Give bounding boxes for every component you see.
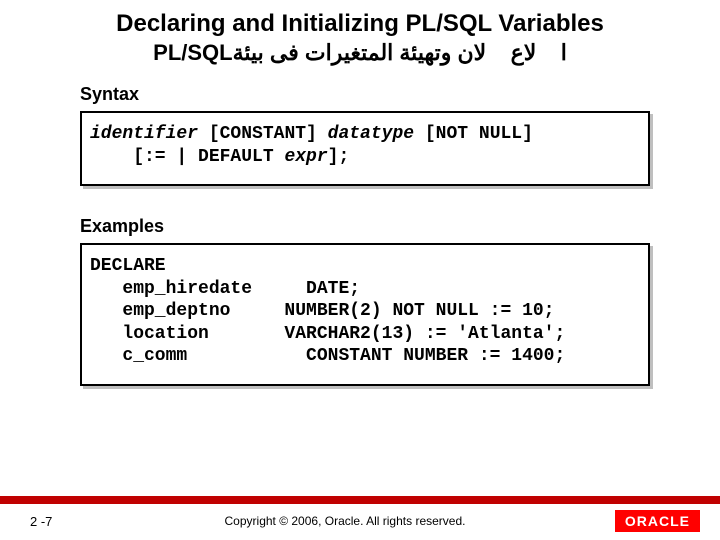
examples-box: DECLARE emp_hiredate DATE; emp_deptno NU…	[80, 243, 650, 386]
syntax-line-1: identifier [CONSTANT] datatype [NOT NULL…	[90, 123, 640, 146]
oracle-logo: ORACLE	[615, 510, 700, 532]
footer: 2 -7 Copyright © 2006, Oracle. All right…	[0, 496, 720, 540]
content-area: Syntax identifier [CONSTANT] datatype [N…	[0, 66, 720, 386]
title-arabic: ا لاع لان وتهيئة المتغيرات فى بيئةPL/SQL	[40, 40, 680, 66]
syntax-datatype: datatype	[328, 124, 414, 144]
syntax-notnull: [NOT NULL]	[414, 124, 533, 144]
syntax-label: Syntax	[80, 84, 650, 105]
footer-row: 2 -7 Copyright © 2006, Oracle. All right…	[0, 504, 720, 540]
page-number: 2 -7	[30, 514, 110, 529]
example-line-3: emp_deptno NUMBER(2) NOT NULL := 10;	[90, 300, 640, 323]
logo-area: ORACLE	[580, 510, 700, 532]
syntax-prefix: [:= | DEFAULT	[90, 147, 284, 167]
title-english: Declaring and Initializing PL/SQL Variab…	[40, 10, 680, 38]
syntax-line-2: [:= | DEFAULT expr];	[90, 146, 640, 169]
syntax-identifier: identifier	[90, 124, 198, 144]
syntax-suffix: ];	[328, 147, 350, 167]
syntax-box: identifier [CONSTANT] datatype [NOT NULL…	[80, 111, 650, 186]
example-line-2: emp_hiredate DATE;	[90, 278, 640, 301]
example-line-4: location VARCHAR2(13) := 'Atlanta';	[90, 323, 640, 346]
slide: Declaring and Initializing PL/SQL Variab…	[0, 0, 720, 540]
title-block: Declaring and Initializing PL/SQL Variab…	[0, 10, 720, 66]
syntax-constant: [CONSTANT]	[198, 124, 328, 144]
example-line-5: c_comm CONSTANT NUMBER := 1400;	[90, 345, 640, 368]
footer-bar	[0, 496, 720, 504]
example-line-1: DECLARE	[90, 255, 640, 278]
examples-label: Examples	[80, 216, 650, 237]
copyright-text: Copyright © 2006, Oracle. All rights res…	[110, 514, 580, 528]
syntax-expr: expr	[284, 147, 327, 167]
